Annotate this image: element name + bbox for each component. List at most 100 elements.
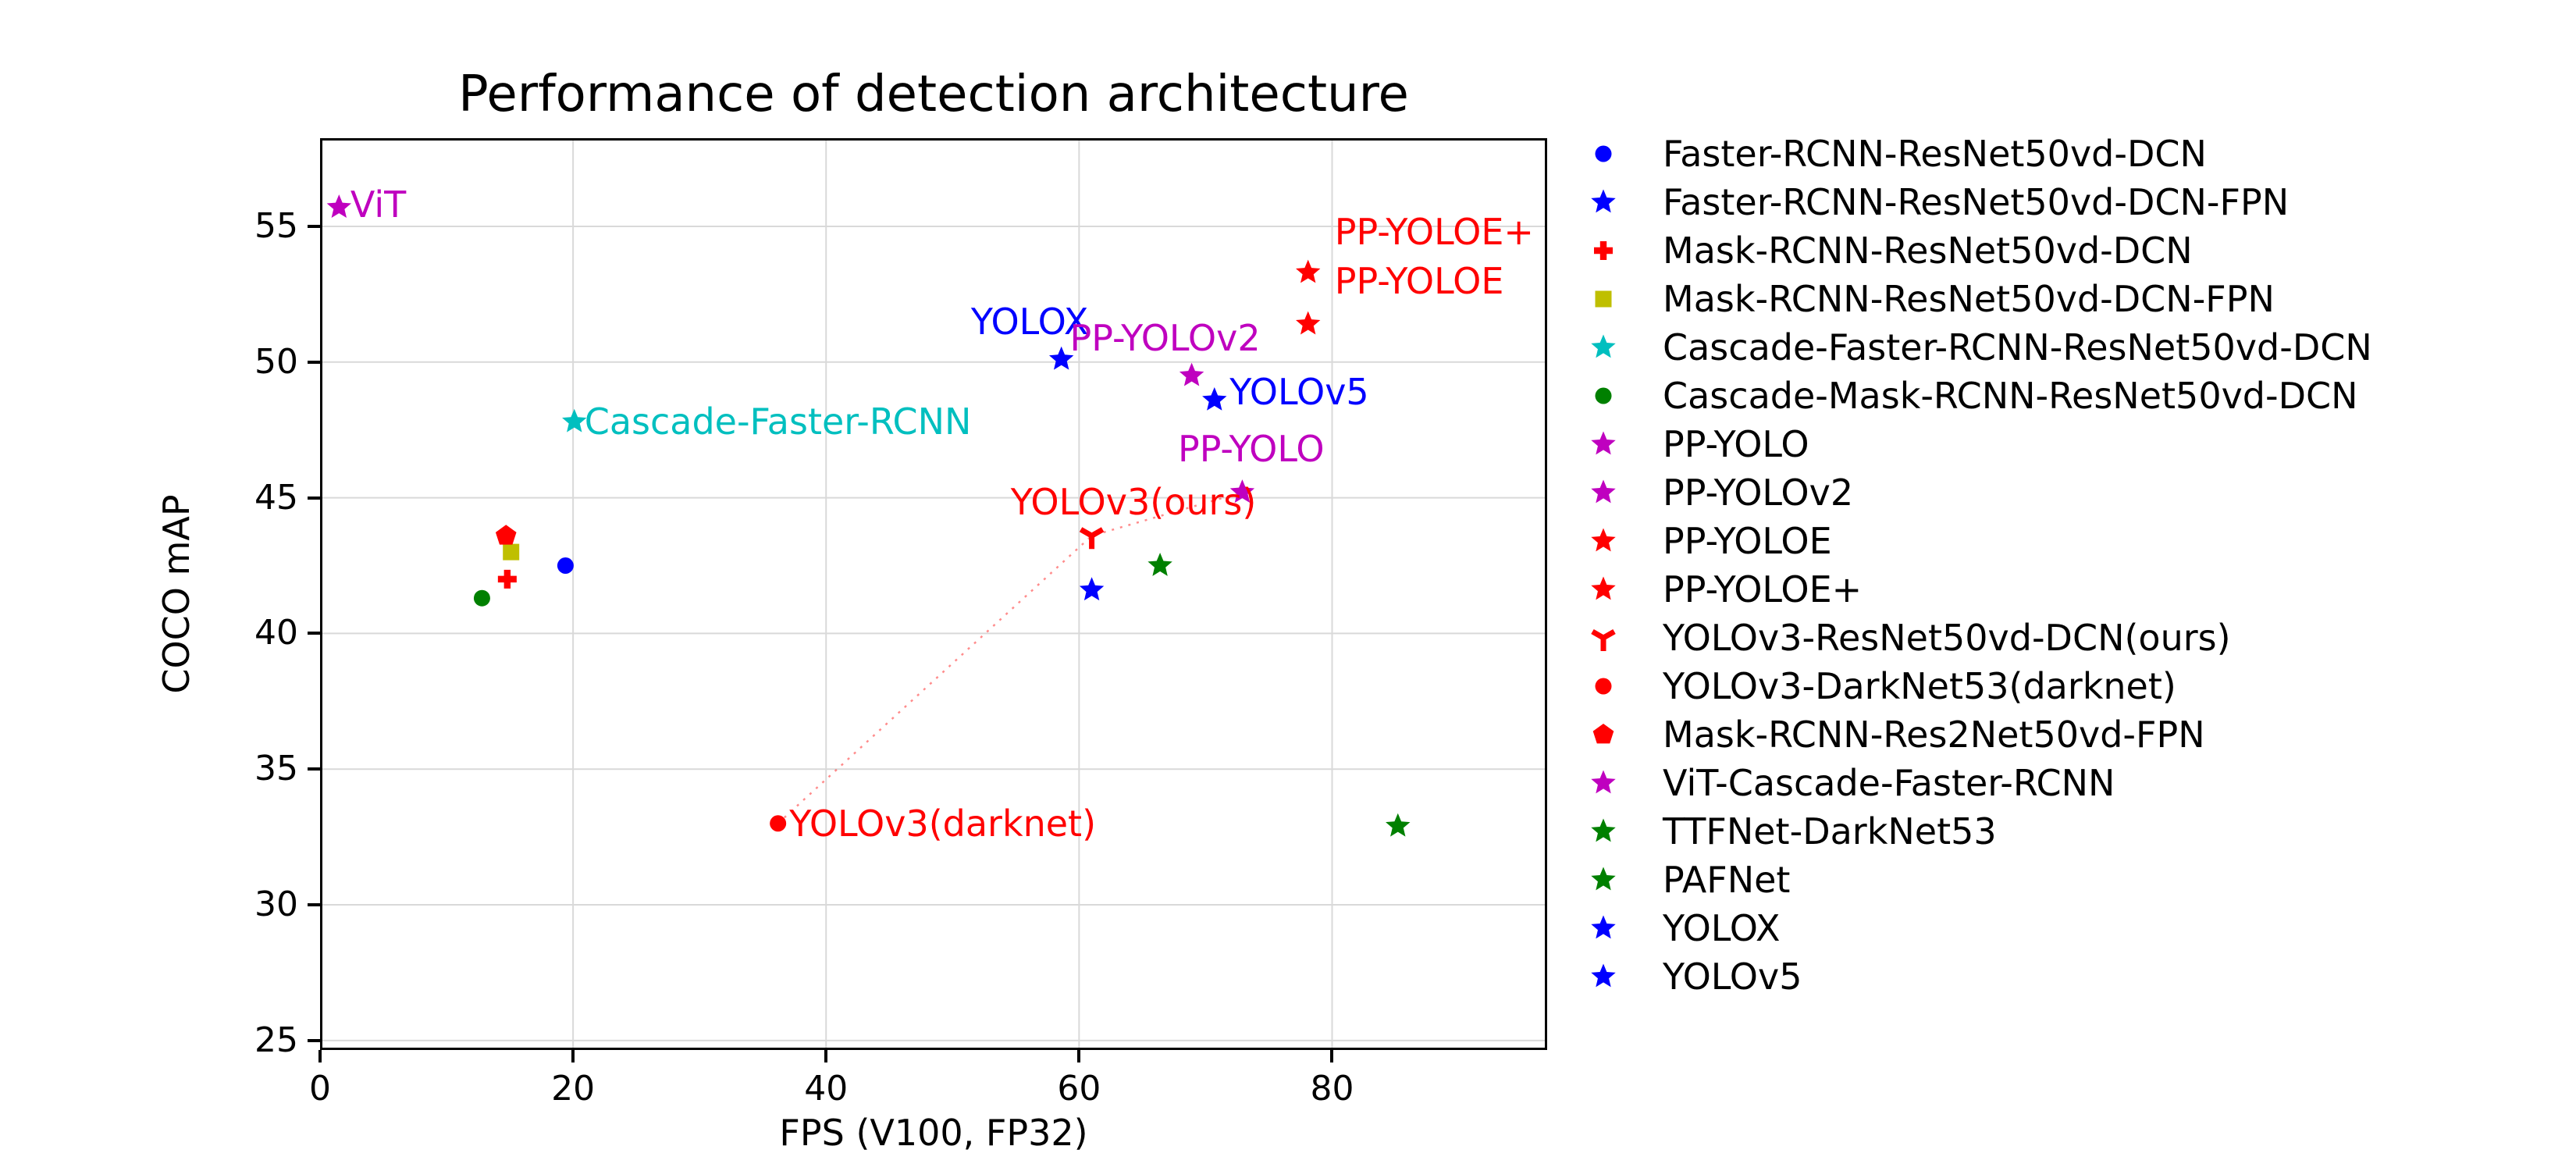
y-tick-40: [308, 632, 320, 635]
point-YOLOv3-DarkNet53(darknet): [770, 815, 787, 832]
legend-item-cascade-mask-rcnn-resnet50vd-dcn: Cascade-Mask-RCNN-ResNet50vd-DCN: [1583, 372, 2372, 420]
chart-title: Performance of detection architecture: [458, 66, 1409, 123]
y-tick-label-25: 25: [254, 1020, 298, 1060]
y-tick-30: [308, 903, 320, 907]
legend-item-pp-yolov2: PP-YOLOv2: [1583, 468, 2372, 517]
y-tick-label-45: 45: [254, 477, 298, 518]
point-YOLOv3-ResNet50vd-DCN(ours): [1079, 527, 1105, 550]
x-axis-label: FPS (V100, FP32): [779, 1112, 1088, 1154]
legend-label: PAFNet: [1663, 859, 1791, 901]
annotation-cascade-faster-rcnn: Cascade-Faster-RCNN: [584, 400, 972, 443]
point-ViT-Cascade-Faster-RCNN: [326, 194, 352, 218]
point-Faster-RCNN-ResNet50vd-DCN-FPN: [1079, 577, 1105, 601]
x-tick-80: [1330, 1050, 1334, 1062]
legend-item-pp-yolo: PP-YOLO: [1583, 420, 2372, 468]
pentagon-marker-icon: [1592, 724, 1614, 744]
annotation-vit: ViT: [350, 183, 407, 226]
point-PP-YOLOE: [1296, 311, 1321, 335]
tri-down-marker-icon: [1591, 628, 1616, 651]
star-marker-icon: [1591, 334, 1616, 358]
star-marker-icon: [1591, 431, 1616, 455]
x-tick-label-0: 0: [309, 1069, 331, 1109]
plot-area: [320, 138, 1547, 1050]
legend: Faster-RCNN-ResNet50vd-DCN Faster-RCNN-Re…: [1583, 130, 2372, 1001]
legend-item-yolov3-darknet53-darknet-: YOLOv3-DarkNet53(darknet): [1583, 662, 2372, 710]
star-marker-icon: [1591, 915, 1616, 939]
x-tick-label-60: 60: [1057, 1069, 1101, 1109]
legend-item-yolov3-resnet50vd-dcn-ours-: YOLOv3-ResNet50vd-DCN(ours): [1583, 614, 2372, 662]
point-Mask-RCNN-ResNet50vd-DCN-FPN: [503, 543, 520, 561]
legend-label: Mask-RCNN-ResNet50vd-DCN-FPN: [1663, 278, 2275, 320]
legend-item-cascade-faster-rcnn-resnet50vd-dcn: Cascade-Faster-RCNN-ResNet50vd-DCN: [1583, 323, 2372, 372]
legend-label: Mask-RCNN-ResNet50vd-DCN: [1663, 230, 2193, 272]
yolov3-evolution-line: [777, 491, 1243, 824]
y-tick-55: [308, 224, 320, 228]
legend-label: YOLOv3-DarkNet53(darknet): [1663, 665, 2176, 707]
point-PAFNet: [1147, 553, 1172, 576]
plot-canvas: [320, 138, 1547, 1050]
legend-item-mask-rcnn-resnet50vd-dcn: Mask-RCNN-ResNet50vd-DCN: [1583, 226, 2372, 275]
circle-marker-icon: [1595, 678, 1612, 695]
legend-item-ttfnet-darknet53: TTFNet-DarkNet53: [1583, 807, 2372, 856]
point-PP-YOLOE+: [1296, 259, 1321, 283]
plus-marker-icon: [1594, 241, 1613, 260]
point-TTFNet-DarkNet53: [1386, 813, 1411, 837]
legend-label: YOLOX: [1663, 907, 1781, 949]
square-marker-icon: [1595, 290, 1612, 308]
legend-label: PP-YOLOE: [1663, 520, 1832, 562]
star-marker-icon: [1591, 189, 1616, 213]
x-tick-40: [824, 1050, 828, 1062]
legend-item-mask-rcnn-resnet50vd-dcn-fpn: Mask-RCNN-ResNet50vd-DCN-FPN: [1583, 275, 2372, 323]
y-tick-label-55: 55: [254, 205, 298, 246]
legend-item-pp-yoloe: PP-YOLOE: [1583, 517, 2372, 565]
annotation-pp-yoloe: PP-YOLOE: [1334, 259, 1504, 302]
y-tick-label-40: 40: [254, 613, 298, 653]
legend-label: Faster-RCNN-ResNet50vd-DCN: [1663, 133, 2207, 175]
point-YOLOv5: [1202, 386, 1227, 411]
legend-label: PP-YOLOE+: [1663, 568, 1863, 610]
legend-label: PP-YOLO: [1663, 423, 1809, 465]
annotation-yolov3-ours-: YOLOv3(ours): [1010, 480, 1257, 523]
point-PP-YOLO: [1229, 479, 1255, 503]
x-tick-20: [571, 1050, 575, 1062]
point-PP-YOLOv2: [1179, 362, 1204, 386]
x-tick-60: [1077, 1050, 1081, 1062]
legend-label: YOLOv3-ResNet50vd-DCN(ours): [1663, 617, 2231, 659]
legend-item-faster-rcnn-resnet50vd-dcn: Faster-RCNN-ResNet50vd-DCN: [1583, 130, 2372, 178]
y-tick-45: [308, 496, 320, 500]
circle-marker-icon: [1595, 387, 1612, 404]
legend-item-pafnet: PAFNet: [1583, 856, 2372, 904]
x-tick-label-40: 40: [804, 1069, 849, 1109]
legend-label: Mask-RCNN-Res2Net50vd-FPN: [1663, 714, 2205, 756]
y-tick-50: [308, 360, 320, 364]
circle-marker-icon: [1595, 145, 1612, 162]
legend-item-pp-yoloe-: PP-YOLOE+: [1583, 565, 2372, 614]
legend-item-mask-rcnn-res2net50vd-fpn: Mask-RCNN-Res2Net50vd-FPN: [1583, 710, 2372, 759]
legend-item-vit-cascade-faster-rcnn: ViT-Cascade-Faster-RCNN: [1583, 759, 2372, 807]
star-marker-icon: [1591, 818, 1616, 842]
annotation-yolox: YOLOX: [970, 300, 1089, 343]
legend-label: ViT-Cascade-Faster-RCNN: [1663, 762, 2115, 804]
legend-label: PP-YOLOv2: [1663, 472, 1854, 514]
y-tick-35: [308, 767, 320, 771]
star-marker-icon: [1591, 963, 1616, 988]
annotation-yolov3-darknet-: YOLOv3(darknet): [789, 802, 1097, 845]
legend-label: Cascade-Faster-RCNN-ResNet50vd-DCN: [1663, 326, 2372, 368]
y-tick-label-30: 30: [254, 884, 298, 925]
legend-item-yolov5: YOLOv5: [1583, 952, 2372, 1001]
point-Mask-RCNN-ResNet50vd-DCN: [497, 569, 517, 589]
legend-label: Faster-RCNN-ResNet50vd-DCN-FPN: [1663, 181, 2290, 223]
x-tick-0: [318, 1050, 322, 1062]
star-marker-icon: [1591, 770, 1616, 794]
point-Faster-RCNN-ResNet50vd-DCN: [557, 557, 574, 574]
point-Cascade-Mask-RCNN-ResNet50vd-DCN: [473, 589, 490, 607]
annotation-pp-yolo: PP-YOLO: [1177, 428, 1325, 471]
x-tick-label-20: 20: [551, 1069, 596, 1109]
plot-spines: [320, 138, 1547, 1050]
legend-item-faster-rcnn-resnet50vd-dcn-fpn: Faster-RCNN-ResNet50vd-DCN-FPN: [1583, 178, 2372, 226]
annotation-pp-yolov2: PP-YOLOv2: [1069, 316, 1261, 359]
x-tick-label-80: 80: [1310, 1069, 1354, 1109]
legend-label: Cascade-Mask-RCNN-ResNet50vd-DCN: [1663, 375, 2358, 417]
star-marker-icon: [1591, 867, 1616, 891]
